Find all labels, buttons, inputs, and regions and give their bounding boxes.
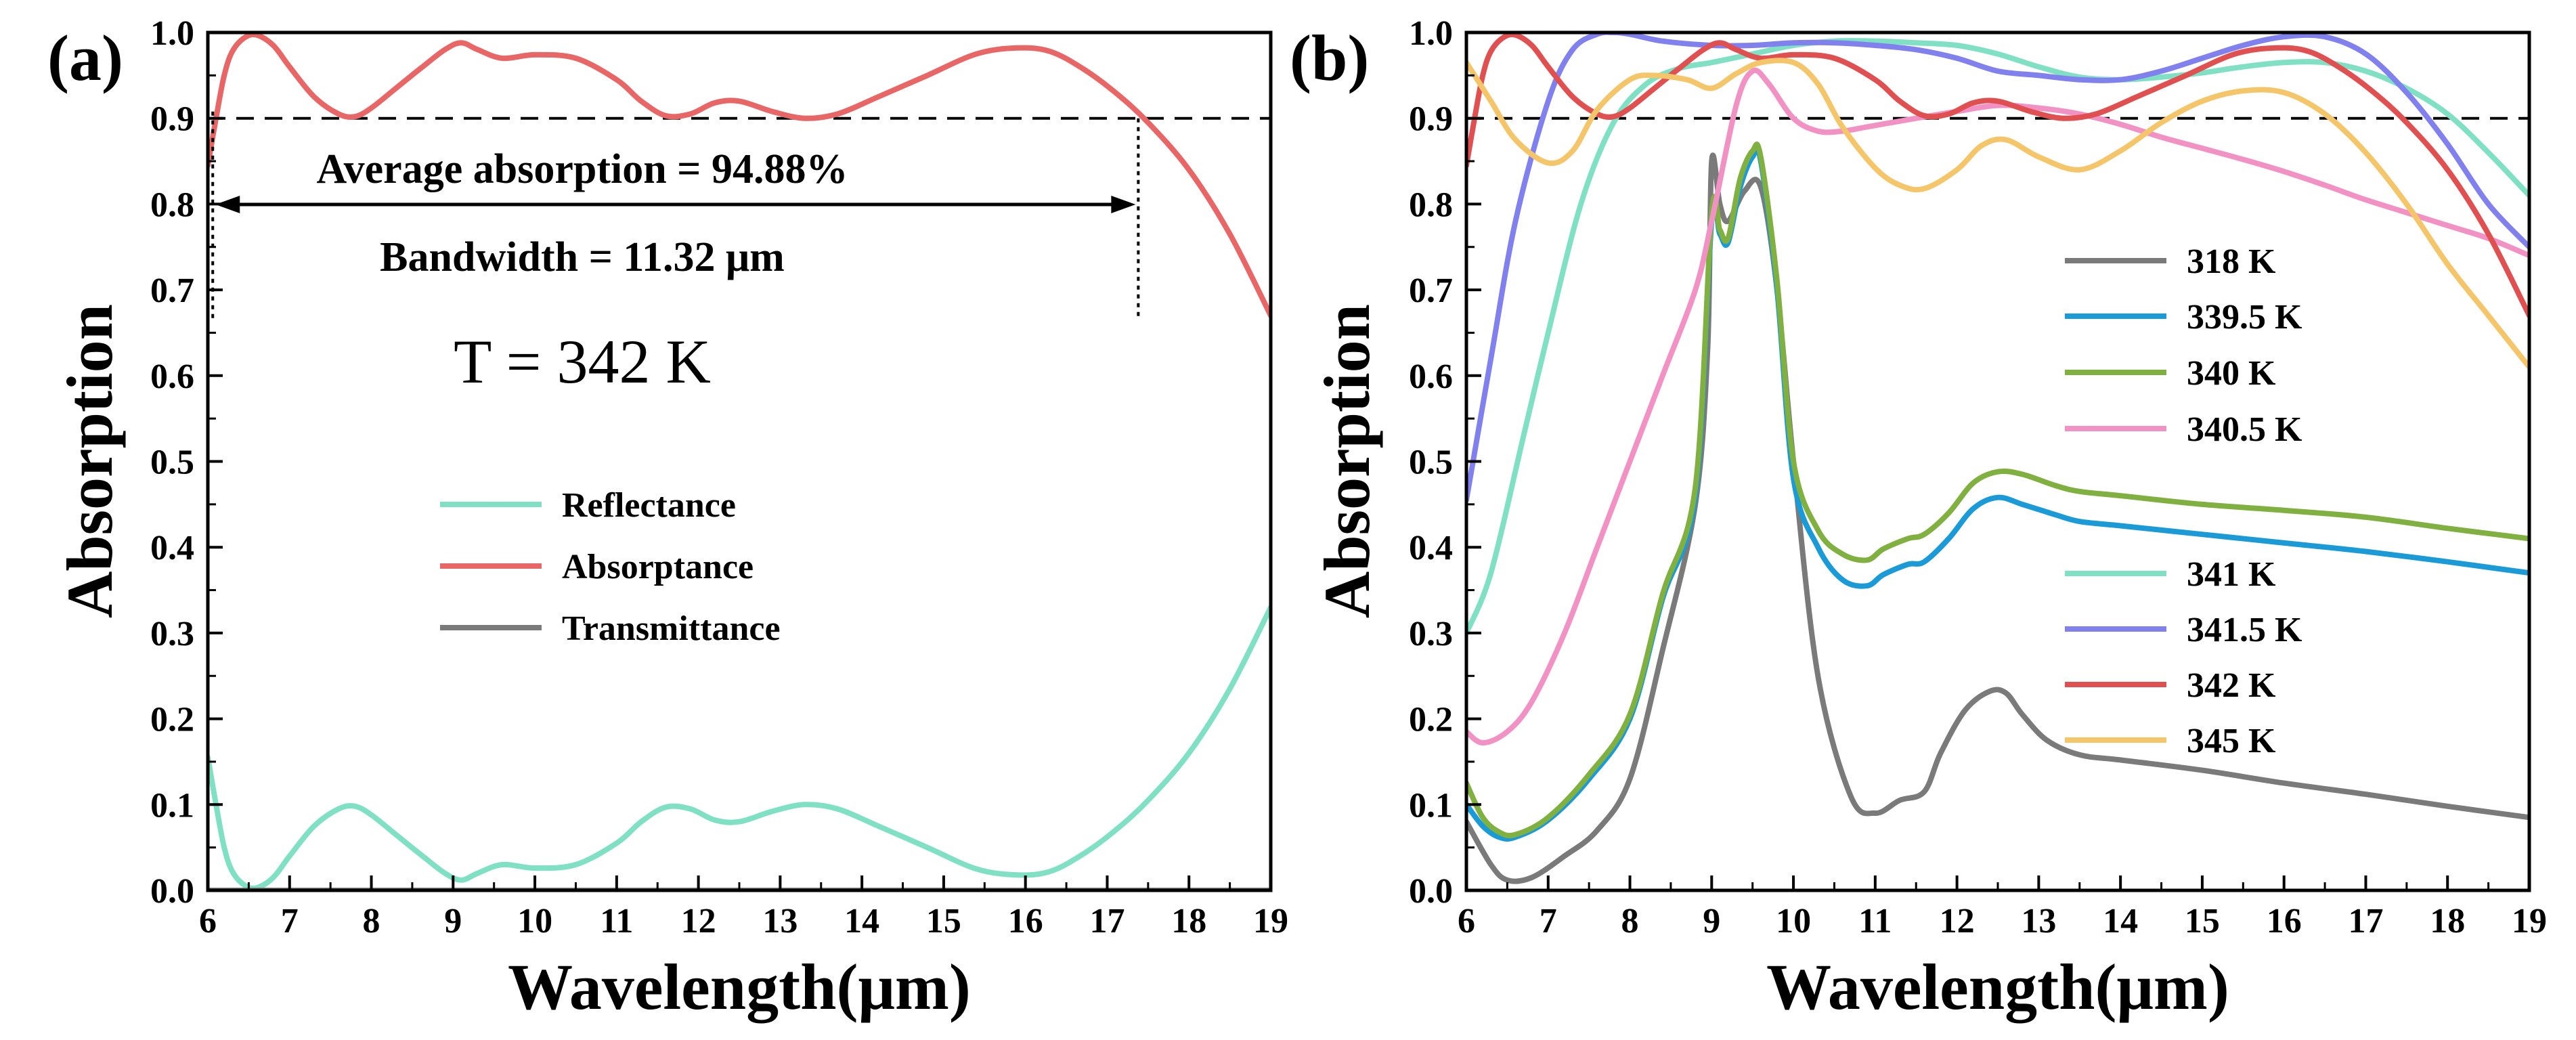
x-tick-label: 7 — [1540, 902, 1557, 940]
x-tick-label: 6 — [1458, 902, 1475, 940]
x-tick-label: 18 — [1171, 902, 1206, 940]
y-tick-label: 0.1 — [150, 786, 194, 825]
x-tick-label: 14 — [844, 902, 879, 940]
legend-label: 340 K — [2187, 354, 2276, 393]
y-tick-label: 0.3 — [150, 615, 194, 653]
x-tick-label: 14 — [2103, 902, 2138, 940]
y-tick-label: 0.5 — [1409, 443, 1453, 482]
panel-b-xlabel: Wavelength(μm) — [1766, 951, 2229, 1023]
panel-a-annotations — [211, 111, 1140, 320]
panel-a-legend: Reflectance Absorptance Transmittance — [440, 486, 781, 648]
series-line-339-5-k — [1466, 146, 2529, 842]
x-tick-label: 19 — [2512, 902, 2547, 940]
legend-label: Absorptance — [562, 548, 754, 586]
x-tick-label: 15 — [926, 902, 961, 940]
panel-a-xlabel: Wavelength(μm) — [508, 951, 971, 1023]
x-tick-label: 17 — [1089, 902, 1125, 940]
x-tick-label: 10 — [1776, 902, 1811, 940]
legend-label: Reflectance — [562, 486, 736, 525]
y-tick-label: 0.3 — [1409, 615, 1453, 653]
series-line-345-k — [1466, 58, 2529, 370]
panel-a-temperature-label: T = 342 K — [454, 327, 711, 396]
x-tick-label: 18 — [2430, 902, 2465, 940]
y-tick-label: 0.8 — [1409, 186, 1453, 224]
y-tick-label: 0.7 — [1409, 272, 1453, 310]
panel-a-bandwidth-label: Bandwidth = 11.32 μm — [380, 234, 785, 280]
x-tick-label: 8 — [363, 902, 380, 940]
y-tick-label: 0.2 — [150, 701, 194, 739]
panel-b-label: (b) — [1290, 22, 1369, 94]
y-tick-label: 0.0 — [1409, 872, 1453, 911]
panel-a-average-label: Average absorption = 94.88% — [316, 146, 848, 192]
y-tick-label: 0.0 — [150, 872, 194, 911]
legend-label: 318 K — [2187, 242, 2276, 281]
x-tick-label: 15 — [2185, 902, 2220, 940]
x-tick-label: 9 — [444, 902, 462, 940]
x-tick-label: 7 — [281, 902, 299, 940]
legend-label: 341.5 K — [2187, 611, 2302, 649]
y-tick-label: 0.5 — [150, 443, 194, 482]
panel-b-ylabel: Absorption — [1311, 304, 1383, 618]
x-tick-label: 10 — [517, 902, 552, 940]
x-tick-label: 13 — [762, 902, 798, 940]
legend-label: 342 K — [2187, 666, 2276, 705]
panel-a-ylabel: Absorption — [53, 304, 126, 618]
y-tick-label: 0.8 — [150, 186, 194, 224]
bandwidth-arrow-right-head — [1111, 196, 1136, 213]
x-tick-label: 6 — [199, 902, 217, 940]
series-line-reflectance — [208, 604, 1271, 890]
y-tick-label: 0.9 — [1409, 100, 1453, 139]
y-tick-label: 0.6 — [150, 358, 194, 396]
y-tick-label: 0.9 — [150, 100, 194, 139]
legend-label: 339.5 K — [2187, 298, 2302, 337]
x-tick-label: 11 — [1858, 902, 1892, 940]
x-tick-label: 16 — [2267, 902, 2302, 940]
y-tick-label: 0.1 — [1409, 786, 1453, 825]
x-tick-label: 16 — [1008, 902, 1043, 940]
x-tick-label: 12 — [681, 902, 716, 940]
series-line-342-k — [1466, 32, 2529, 319]
legend-label: 345 K — [2187, 722, 2276, 760]
y-tick-label: 0.4 — [1409, 529, 1453, 567]
x-tick-label: 13 — [2021, 902, 2056, 940]
series-line-340-5-k — [1466, 67, 2529, 746]
y-tick-label: 0.7 — [150, 272, 194, 310]
series-line-absorptance — [208, 32, 1271, 319]
panel-a-label: (a) — [47, 22, 123, 94]
panel-b-legend: 318 K 339.5 K 340 K 340.5 K 341 K 341.5 K 342 … — [2065, 242, 2302, 760]
panel-b-chart: 6 7 8 9 10 11 12 13 14 15 16 17 18 19 0.0 0.1 0.2 0.3 0.4 0… — [1290, 14, 2547, 1023]
x-tick-label: 19 — [1253, 902, 1288, 940]
x-tick-label: 11 — [600, 902, 633, 940]
x-tick-label: 8 — [1621, 902, 1639, 940]
panel-a-ticks: 6 7 8 9 10 11 12 13 14 15 16 17 18 19 0.0 0.1 0.2 0.3 0.4 0… — [150, 14, 1288, 940]
series-line-341-k — [1466, 38, 2529, 636]
bandwidth-arrow-left-head — [215, 196, 240, 213]
legend-label: 341 K — [2187, 555, 2276, 594]
y-tick-label: 0.4 — [150, 529, 194, 567]
legend-label: 340.5 K — [2187, 410, 2302, 449]
y-tick-label: 1.0 — [1409, 14, 1453, 53]
y-tick-label: 0.6 — [1409, 358, 1453, 396]
y-tick-label: 0.2 — [1409, 701, 1453, 739]
x-tick-label: 9 — [1703, 902, 1720, 940]
series-line-340-k — [1466, 142, 2529, 839]
panel-a-chart: 6 7 8 9 10 11 12 13 14 15 16 17 18 19 0.0 0.1 0.2 0.3 0.4 0… — [47, 14, 1288, 1023]
y-tick-label: 1.0 — [150, 14, 194, 53]
x-tick-label: 12 — [1940, 902, 1975, 940]
x-tick-label: 17 — [2348, 902, 2383, 940]
legend-label: Transmittance — [562, 609, 781, 648]
panel-b-ticks: 6 7 8 9 10 11 12 13 14 15 16 17 18 19 0.0 0.1 0.2 0.3 0.4 0… — [1409, 14, 2547, 940]
panel-b-series-group — [1466, 32, 2529, 884]
